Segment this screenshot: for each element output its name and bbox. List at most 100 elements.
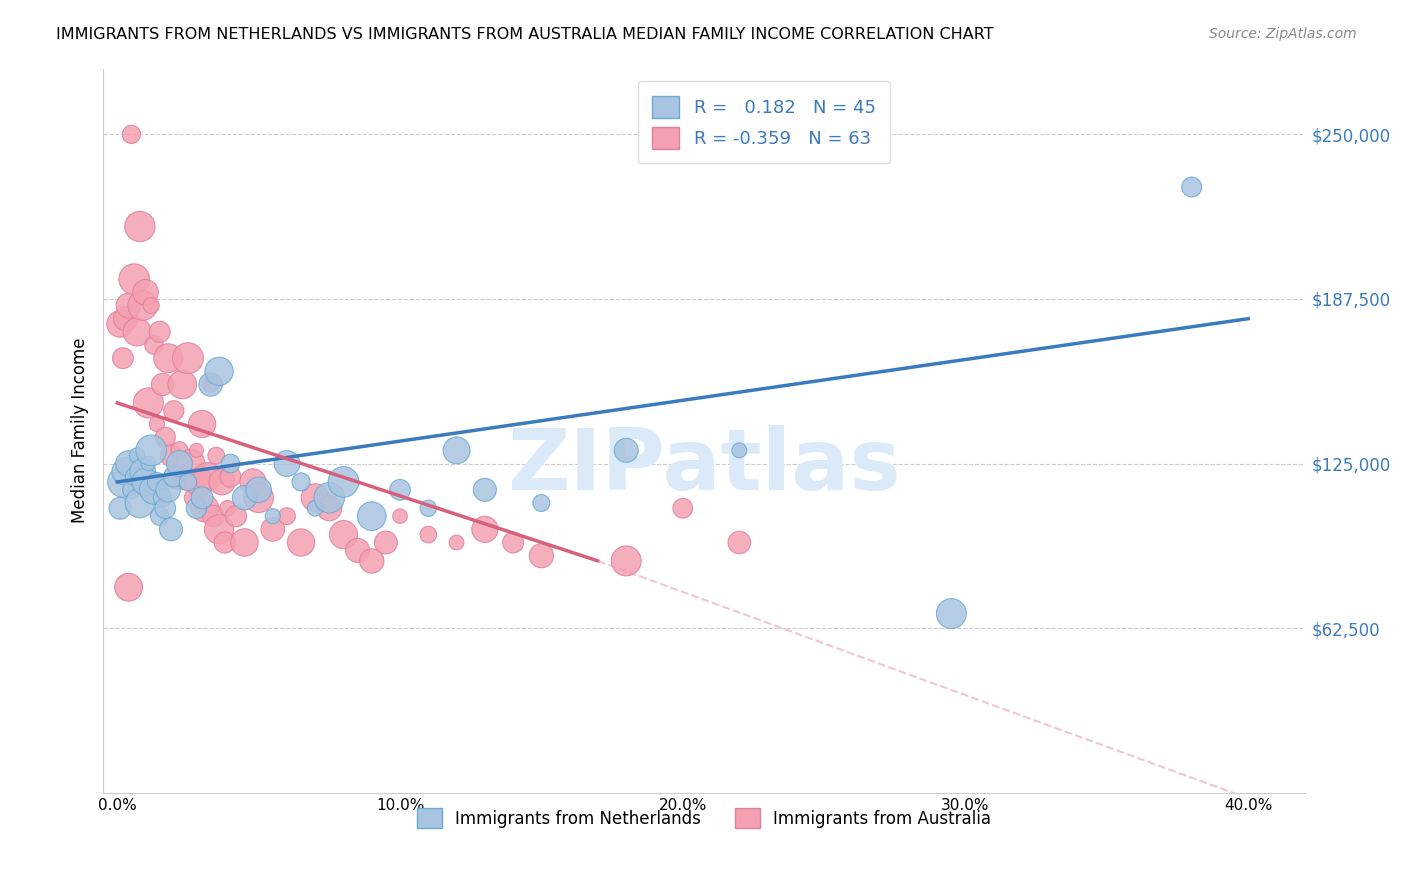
Point (120, 128, 142, 142)
Point (117, 298, 139, 312)
Point (194, 501, 217, 516)
Point (474, 522, 496, 536)
Point (111, 475, 134, 489)
Text: ZIPatlas: ZIPatlas (508, 425, 901, 508)
Point (141, 298, 163, 312)
Point (186, 501, 208, 516)
Point (304, 491, 326, 505)
Text: Source: ZipAtlas.com: Source: ZipAtlas.com (1209, 27, 1357, 41)
Point (276, 509, 298, 524)
Point (208, 522, 231, 536)
Point (225, 509, 247, 524)
Point (332, 527, 354, 541)
Point (183, 491, 205, 505)
Point (200, 377, 222, 392)
Legend: Immigrants from Netherlands, Immigrants from Australia: Immigrants from Netherlands, Immigrants … (411, 801, 998, 835)
Point (120, 483, 142, 497)
Point (128, 496, 150, 510)
Point (318, 491, 340, 505)
Point (177, 475, 200, 489)
Point (138, 457, 160, 471)
Point (163, 469, 186, 483)
Point (152, 377, 174, 392)
Point (247, 483, 270, 497)
Point (141, 443, 163, 458)
Point (117, 580, 139, 594)
Point (174, 475, 197, 489)
Point (242, 475, 264, 489)
Point (155, 501, 177, 516)
Point (149, 325, 172, 339)
Point (247, 491, 270, 505)
Point (219, 457, 242, 471)
Point (233, 535, 256, 549)
Point (114, 464, 136, 478)
Point (169, 443, 191, 458)
Point (122, 272, 145, 286)
Point (446, 535, 468, 549)
Point (146, 417, 169, 431)
Point (122, 469, 145, 483)
Point (502, 535, 524, 549)
Point (114, 311, 136, 326)
Point (346, 543, 368, 558)
Point (152, 491, 174, 505)
Point (217, 501, 239, 516)
Point (530, 549, 553, 563)
Point (530, 496, 553, 510)
Point (304, 501, 326, 516)
Point (211, 475, 233, 489)
Point (728, 443, 751, 458)
Point (138, 396, 160, 410)
Point (290, 475, 312, 489)
Point (108, 501, 131, 516)
Point (446, 443, 468, 458)
Point (374, 535, 396, 549)
Point (143, 338, 166, 352)
Point (262, 509, 284, 524)
Point (155, 430, 177, 444)
Point (143, 483, 166, 497)
Point (160, 522, 183, 536)
Point (219, 469, 242, 483)
Point (360, 509, 382, 524)
Point (117, 457, 139, 471)
Point (202, 509, 225, 524)
Point (149, 509, 172, 524)
Point (332, 475, 354, 489)
Point (169, 457, 191, 471)
Point (614, 443, 637, 458)
Point (191, 417, 214, 431)
Point (125, 325, 148, 339)
Point (163, 404, 186, 418)
Point (191, 491, 214, 505)
Point (1181, 180, 1204, 194)
Point (941, 607, 963, 621)
Point (157, 483, 180, 497)
Point (318, 501, 340, 516)
Point (205, 449, 228, 463)
Point (672, 501, 695, 516)
Point (172, 377, 194, 392)
Point (128, 219, 150, 234)
Point (389, 509, 412, 524)
Point (135, 285, 157, 300)
Point (389, 483, 412, 497)
Point (233, 491, 256, 505)
Point (188, 475, 211, 489)
Point (108, 317, 131, 331)
Y-axis label: Median Family Income: Median Family Income (72, 338, 89, 524)
Point (290, 535, 312, 549)
Point (166, 469, 188, 483)
Text: IMMIGRANTS FROM NETHERLANDS VS IMMIGRANTS FROM AUSTRALIA MEDIAN FAMILY INCOME CO: IMMIGRANTS FROM NETHERLANDS VS IMMIGRANT… (56, 27, 994, 42)
Point (200, 377, 222, 392)
Point (197, 469, 219, 483)
Point (177, 351, 200, 366)
Point (614, 554, 637, 568)
Point (360, 554, 382, 568)
Point (418, 501, 440, 516)
Point (160, 449, 183, 463)
Point (262, 522, 284, 536)
Point (146, 475, 169, 489)
Point (214, 535, 236, 549)
